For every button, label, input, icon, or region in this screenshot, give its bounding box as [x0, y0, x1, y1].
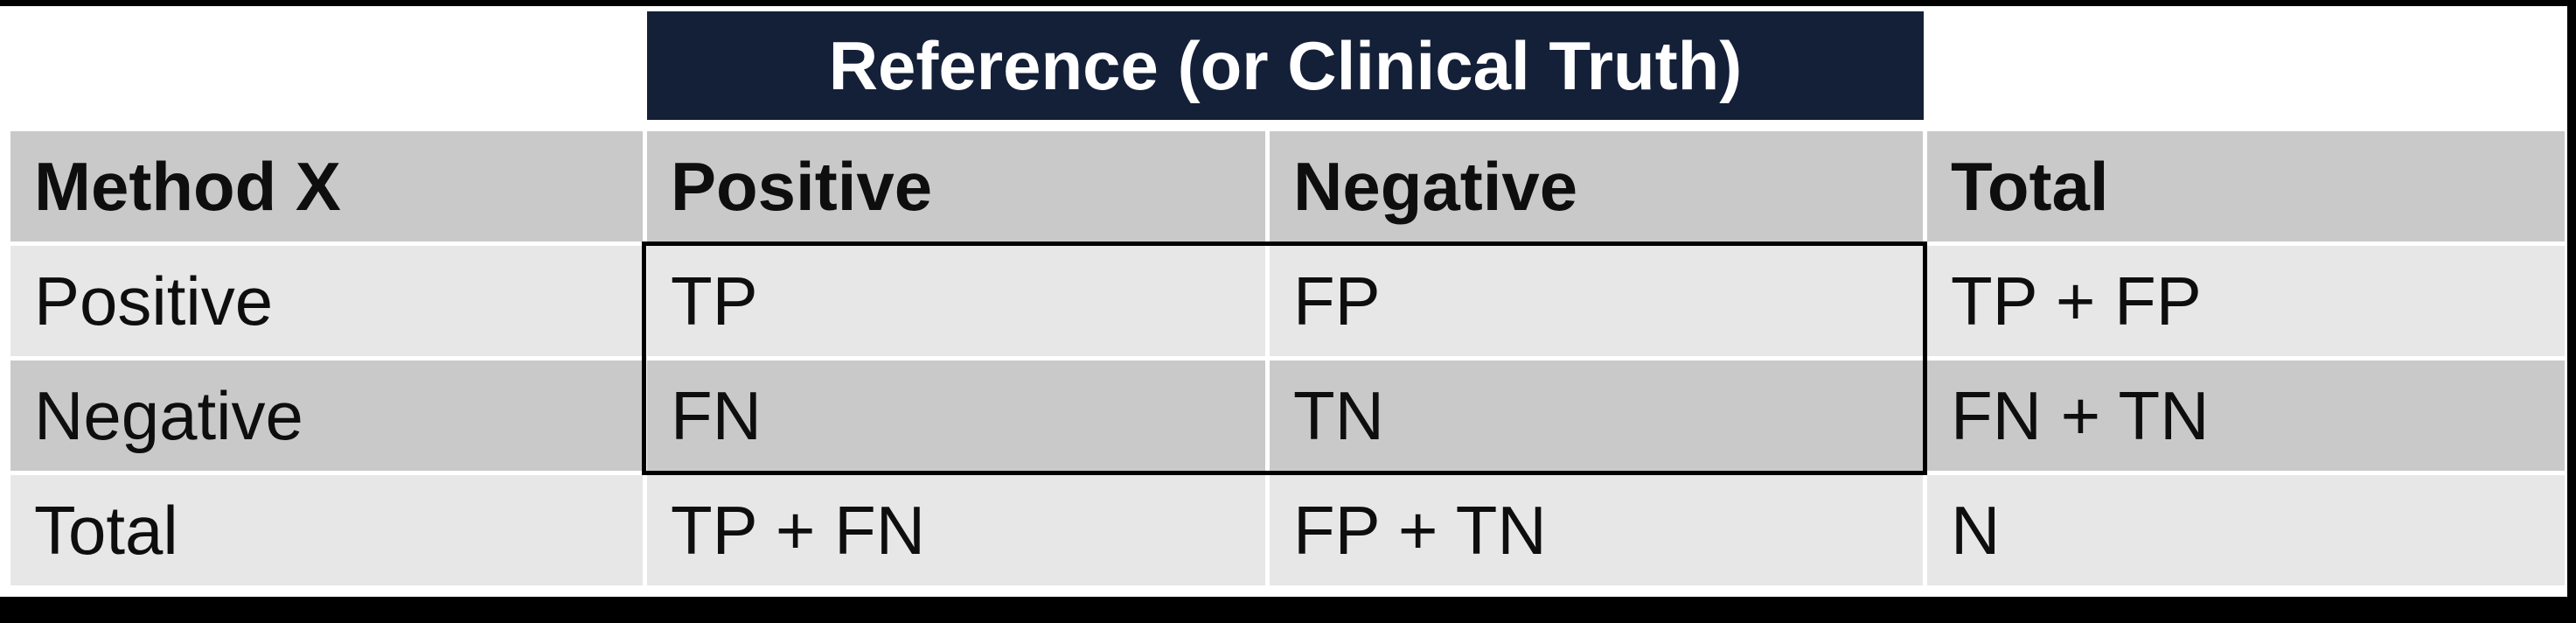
cell-tp-plus-fn: TP + FN [647, 475, 1265, 585]
cell-fn: FN [647, 360, 1265, 471]
header-cell-positive: Positive [647, 131, 1265, 242]
reference-banner: Reference (or Clinical Truth) [647, 11, 1924, 120]
header-cell-method-x: Method X [10, 131, 643, 242]
bottom-border [0, 597, 2576, 623]
confusion-matrix-table: Method X Positive Negative Total Positiv… [10, 131, 2565, 585]
cell-tp-plus-fp: TP + FP [1927, 246, 2565, 356]
row-negative-label: Negative [10, 360, 643, 471]
cell-tp: TP [647, 246, 1265, 356]
cell-tn: TN [1270, 360, 1923, 471]
cell-fp: FP [1270, 246, 1923, 356]
top-border [0, 0, 2576, 6]
header-cell-total: Total [1927, 131, 2565, 242]
cell-fn-plus-tn: FN + TN [1927, 360, 2565, 471]
reference-banner-title: Reference (or Clinical Truth) [828, 26, 1743, 104]
cell-fp-plus-tn: FP + TN [1270, 475, 1923, 585]
row-positive-label: Positive [10, 246, 643, 356]
header-cell-negative: Negative [1270, 131, 1923, 242]
row-total-label: Total [10, 475, 643, 585]
cell-n: N [1927, 475, 2565, 585]
right-border [2567, 0, 2576, 623]
